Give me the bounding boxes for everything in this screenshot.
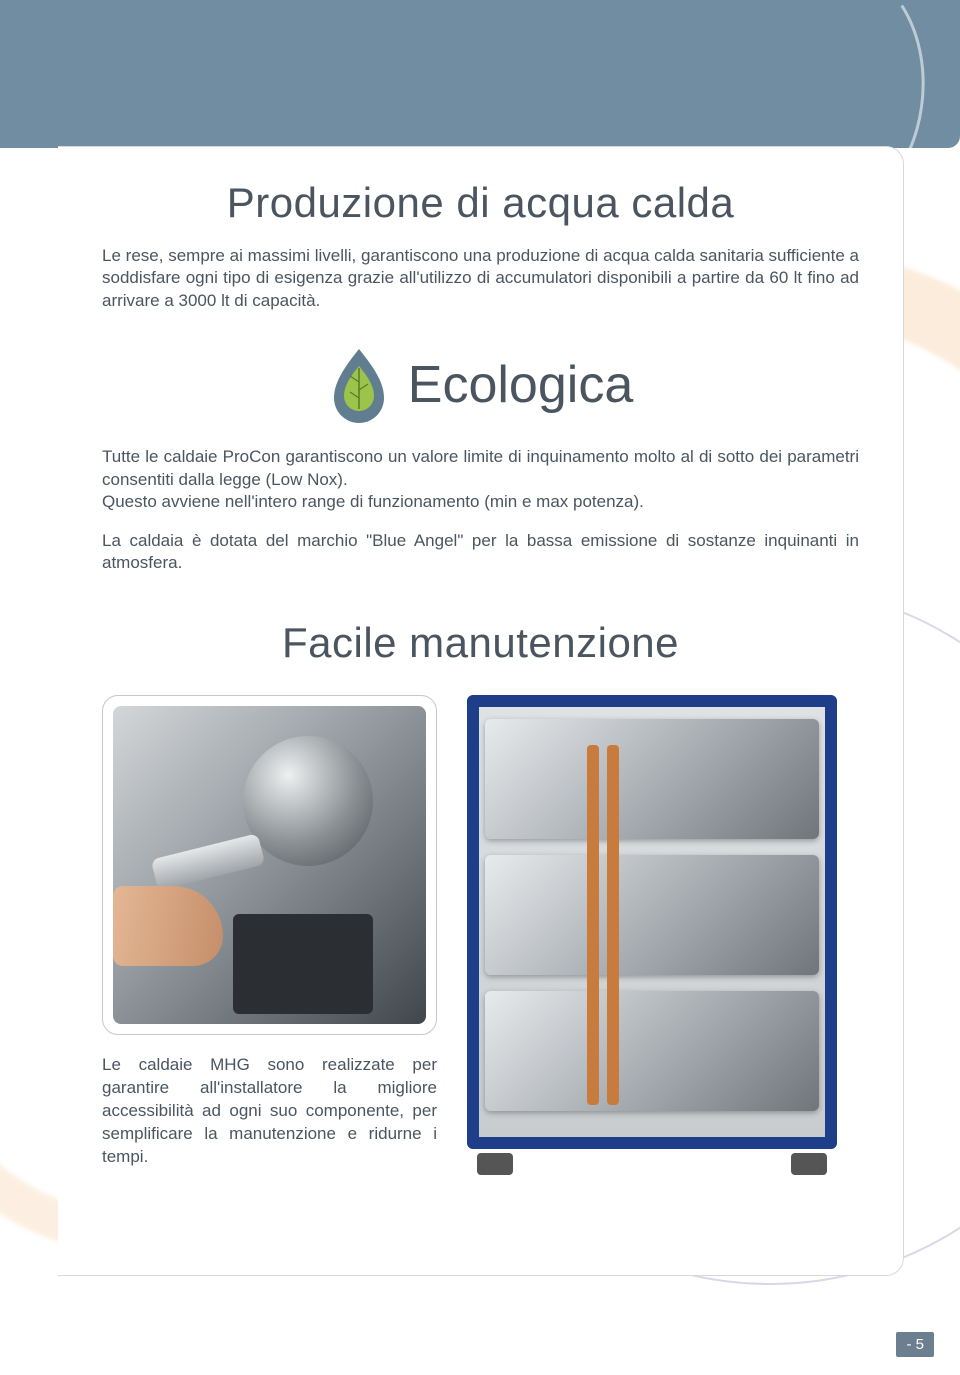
text-ecologica-3: La caldaia è dotata del marchio "Blue An… xyxy=(102,530,859,575)
page-number: - 5 xyxy=(896,1332,934,1357)
heading-ecologica: Ecologica xyxy=(408,355,633,415)
boiler-rack-photo xyxy=(467,695,837,1175)
top-decorative-panel xyxy=(0,0,960,148)
text-manutenzione: Le caldaie MHG sono realizzate per garan… xyxy=(102,1053,437,1169)
photo-row: Le caldaie MHG sono realizzate per garan… xyxy=(102,695,859,1175)
text-produzione: Le rese, sempre ai massimi livelli, gara… xyxy=(102,245,859,312)
brochure-page: Produzione di acqua calda Le rese, sempr… xyxy=(0,0,960,1375)
ecologica-heading-row: Ecologica xyxy=(102,346,859,424)
text-ecologica-2: Questo avviene nell'intero range di funz… xyxy=(102,491,859,513)
content-card: Produzione di acqua calda Le rese, sempr… xyxy=(58,146,904,1276)
leaf-drop-icon xyxy=(328,346,390,424)
maintenance-photo xyxy=(113,706,426,1024)
heading-manutenzione: Facile manutenzione xyxy=(102,619,859,667)
maintenance-photo-frame xyxy=(102,695,437,1035)
left-column: Le caldaie MHG sono realizzate per garan… xyxy=(102,695,437,1169)
text-ecologica-1: Tutte le caldaie ProCon garantiscono un … xyxy=(102,446,859,491)
heading-produzione: Produzione di acqua calda xyxy=(102,179,859,227)
